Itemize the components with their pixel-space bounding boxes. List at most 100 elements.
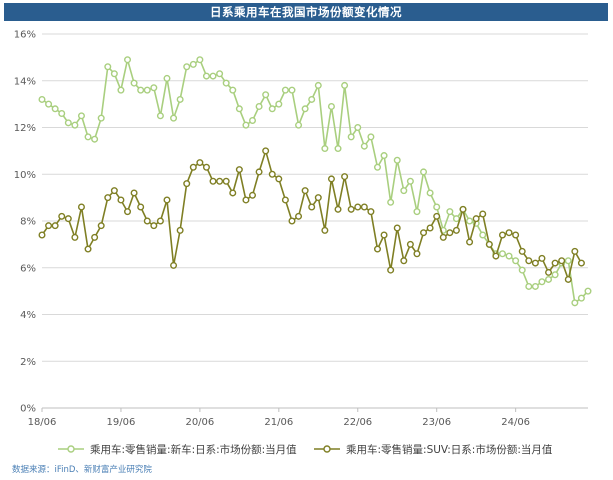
data-point	[512, 231, 520, 239]
data-point	[301, 105, 309, 113]
legend-swatch-marker	[67, 445, 75, 453]
x-axis: 18/06 19/06 20/06 21/06 22/06 23/06 24/06	[28, 407, 588, 428]
data-point	[77, 203, 85, 211]
data-point	[249, 116, 257, 124]
data-point	[327, 102, 335, 110]
data-point	[321, 145, 329, 153]
data-point	[308, 203, 316, 211]
data-point	[367, 133, 375, 141]
data-point	[452, 215, 460, 223]
data-point	[413, 208, 421, 216]
data-point	[104, 194, 112, 202]
legend-swatch-marker	[323, 445, 331, 453]
data-point	[406, 240, 414, 248]
y-tick-label: 8%	[20, 217, 36, 228]
data-point	[196, 159, 204, 167]
gridlines	[42, 33, 588, 362]
data-point	[584, 287, 592, 295]
data-point	[341, 81, 349, 89]
data-point	[124, 56, 132, 64]
data-point	[373, 163, 381, 171]
data-point	[525, 257, 533, 265]
y-tick-label: 2%	[20, 357, 36, 368]
data-point	[156, 112, 164, 120]
data-point	[281, 86, 289, 94]
data-point	[314, 81, 322, 89]
data-point	[479, 231, 487, 239]
data-point	[235, 105, 243, 113]
data-point	[104, 63, 112, 71]
data-point	[97, 114, 105, 122]
data-point	[281, 196, 289, 204]
data-point	[538, 254, 546, 262]
data-point	[466, 217, 474, 225]
data-point	[393, 224, 401, 232]
data-point	[71, 233, 79, 241]
data-point	[577, 294, 585, 302]
data-point	[288, 217, 296, 225]
data-point	[360, 142, 368, 150]
data-point	[426, 189, 434, 197]
data-point	[354, 123, 362, 131]
data-point	[202, 72, 210, 80]
data-point	[229, 189, 237, 197]
x-tick-label: 24/06	[501, 417, 530, 428]
data-point	[387, 198, 395, 206]
data-point	[222, 79, 230, 87]
data-point	[84, 245, 92, 253]
data-point	[426, 224, 434, 232]
data-point	[249, 191, 257, 199]
y-tick-label: 14%	[14, 76, 36, 87]
data-point	[38, 95, 46, 103]
x-tick-label: 21/06	[264, 417, 293, 428]
data-point	[110, 70, 118, 78]
legend-item-1: 乘用车:零售销量:新车:日系:市场份额:当月值	[58, 443, 297, 456]
data-point	[255, 102, 263, 110]
data-point	[525, 282, 533, 290]
data-point	[130, 189, 138, 197]
legend: 乘用车:零售销量:新车:日系:市场份额:当月值 乘用车:零售销量:SUV:日系:市…	[58, 443, 553, 456]
data-point	[189, 163, 197, 171]
data-point	[117, 196, 125, 204]
data-point	[538, 278, 546, 286]
data-point	[498, 250, 506, 258]
series-lines	[38, 56, 592, 307]
data-point	[472, 215, 480, 223]
data-point	[150, 84, 158, 92]
data-point	[222, 177, 230, 185]
data-point	[229, 86, 237, 94]
data-point	[137, 86, 145, 94]
data-point	[71, 121, 79, 129]
data-point	[288, 86, 296, 94]
y-tick-label: 12%	[14, 123, 36, 134]
y-tick-label: 0%	[20, 404, 36, 415]
data-point	[564, 275, 572, 283]
data-point	[209, 177, 217, 185]
data-point	[459, 205, 467, 213]
data-point	[77, 112, 85, 120]
data-point	[577, 259, 585, 267]
data-point	[373, 245, 381, 253]
data-point	[545, 268, 553, 276]
data-point	[321, 226, 329, 234]
data-point	[268, 170, 276, 178]
data-point	[551, 271, 559, 279]
x-tick-label: 19/06	[107, 417, 136, 428]
data-point	[262, 147, 270, 155]
data-point	[334, 205, 342, 213]
data-point	[531, 259, 539, 267]
data-point	[485, 240, 493, 248]
data-point	[571, 299, 579, 307]
data-point	[196, 56, 204, 64]
data-point	[512, 257, 520, 265]
data-point	[45, 100, 53, 108]
x-tick-label: 20/06	[185, 417, 214, 428]
data-point	[163, 196, 171, 204]
data-point	[91, 135, 99, 143]
data-point	[209, 72, 217, 80]
data-point	[91, 233, 99, 241]
series-1	[38, 56, 592, 307]
data-point	[38, 231, 46, 239]
data-point	[275, 175, 283, 183]
y-tick-label: 16%	[14, 30, 36, 41]
